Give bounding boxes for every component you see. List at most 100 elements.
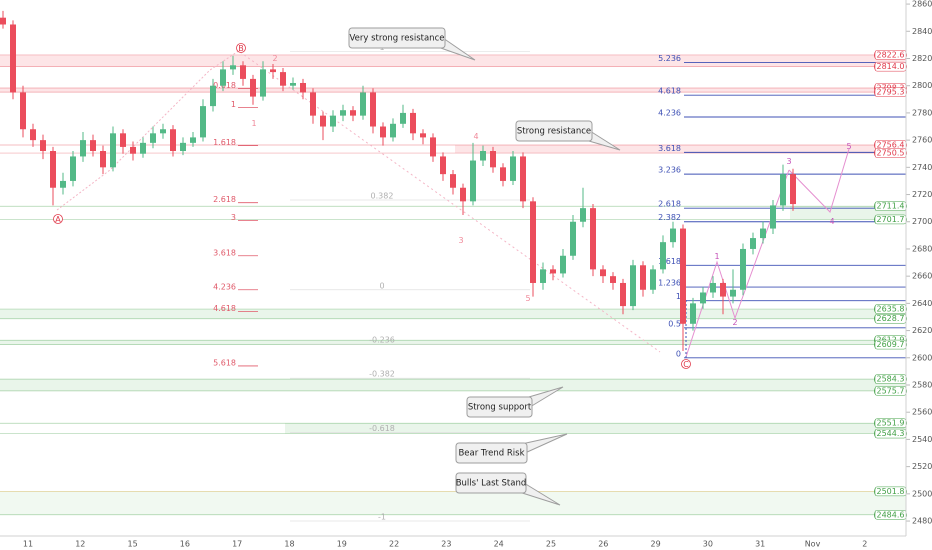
candle-body — [420, 133, 426, 138]
callout-text: Strong support — [468, 403, 532, 413]
candle-body — [690, 303, 696, 324]
fib-grey-label: -0.382 — [369, 370, 395, 379]
y-tick-label: 2720.0 — [912, 190, 932, 199]
fib-ext-label: 2.382 — [658, 213, 681, 222]
x-tick-label: 2 — [862, 540, 867, 549]
candle-body — [210, 85, 216, 107]
wave-label: 5 — [525, 294, 530, 303]
candle-body — [180, 142, 186, 152]
y-tick-label: 2480.0 — [912, 517, 932, 526]
y-tick-label: 2760.0 — [912, 136, 932, 145]
candle-body — [200, 106, 206, 138]
candle-body — [320, 115, 326, 127]
y-tick-label: 2500.0 — [912, 489, 932, 498]
candle-body — [490, 151, 496, 168]
candle-body — [720, 282, 726, 297]
y-tick-label: 2680.0 — [912, 244, 932, 253]
level-label: (2756.4) — [873, 141, 907, 150]
candle-body — [40, 140, 46, 152]
y-tick-label: 2740.0 — [912, 163, 932, 172]
candle-body — [770, 205, 776, 229]
fib-ext-label: 3.236 — [658, 166, 681, 175]
callout-box — [455, 442, 528, 464]
candle-body — [90, 140, 96, 152]
x-tick-label: 17 — [232, 540, 242, 549]
callout-box — [348, 27, 446, 49]
wave-label: 2 — [272, 54, 277, 63]
candle-body — [760, 228, 766, 239]
candle-body — [400, 112, 406, 124]
candle-body — [500, 167, 506, 181]
callout: Very strong resistance — [348, 27, 476, 61]
y-tick-label: 2540.0 — [912, 435, 932, 444]
y-tick-label: 2800.0 — [912, 81, 932, 90]
fib-grey-label: 0.382 — [371, 191, 394, 200]
candle-body — [310, 92, 316, 116]
wave-label: 3 — [458, 236, 463, 245]
fib-left-label: 4.236 — [213, 282, 236, 291]
candle-body — [130, 146, 136, 154]
x-tick-label: 25 — [546, 540, 556, 549]
candle-body — [370, 92, 376, 127]
wave-line — [56, 49, 241, 211]
y-tick-label: 2580.0 — [912, 380, 932, 389]
callout-text: Strong resistance — [517, 127, 591, 137]
candle-body — [730, 289, 736, 297]
candle-body — [280, 72, 286, 86]
wave-label: 1 — [714, 252, 719, 261]
x-tick-label: 23 — [441, 540, 451, 549]
x-tick-label: 19 — [337, 540, 347, 549]
candle-body — [190, 137, 196, 143]
y-tick-label: 2520.0 — [912, 462, 932, 471]
candles — [0, 10, 796, 351]
candle-body — [110, 133, 116, 168]
fib-lines: 10.3820-0.236-0.382-0.618-10.61811.6182.… — [213, 43, 906, 522]
candle-body — [710, 282, 716, 293]
x-tick-label: 15 — [128, 540, 138, 549]
candle-body — [10, 24, 16, 93]
y-tick-label: 2860.0 — [912, 0, 932, 9]
x-tick-label: 30 — [703, 540, 713, 549]
candle-body — [790, 174, 796, 205]
candle-body — [470, 160, 476, 202]
x-tick-label: 26 — [598, 540, 608, 549]
fib-left-label: 3 — [231, 213, 236, 222]
level-label: (2635.8) — [873, 305, 907, 314]
x-tick-label: 11 — [23, 540, 33, 549]
candle-body — [650, 269, 656, 290]
x-tick-label: 22 — [389, 540, 399, 549]
zones — [0, 54, 906, 516]
candle-body — [740, 248, 746, 290]
candle-body — [0, 17, 6, 25]
fib-ext-label: 4.618 — [658, 87, 681, 96]
fib-grey-label: -1 — [378, 513, 386, 522]
wave-label: 2 — [732, 318, 737, 327]
candle-body — [380, 126, 386, 138]
callout-pointer — [516, 433, 568, 454]
x-tick-label: 18 — [284, 540, 294, 549]
candle-body — [750, 238, 756, 249]
fib-grey-label: 0 — [379, 281, 384, 290]
candle-body — [250, 78, 256, 97]
candle-body — [430, 137, 436, 157]
fib-ext-label: 5.236 — [658, 54, 681, 63]
candle-body — [540, 269, 546, 283]
candle-body — [600, 269, 606, 277]
level-label: (2609.7) — [873, 340, 907, 349]
zone — [455, 145, 906, 154]
level-label: (2711.4) — [873, 202, 907, 211]
y-tick-label: 2700.0 — [912, 217, 932, 226]
zone — [0, 88, 906, 93]
candle-body — [440, 156, 446, 175]
wave-circle — [53, 214, 63, 224]
callout-text: Bulls' Last Stand — [456, 479, 527, 489]
wave-label: 4 — [829, 217, 834, 226]
candle-body — [140, 142, 146, 154]
callout-text: Bear Trend Risk — [458, 449, 524, 459]
fib-left-label: 4.618 — [213, 304, 236, 313]
candle-body — [570, 221, 576, 256]
zone — [0, 379, 906, 391]
candle-body — [780, 174, 786, 206]
x-tick-label: 29 — [651, 540, 661, 549]
